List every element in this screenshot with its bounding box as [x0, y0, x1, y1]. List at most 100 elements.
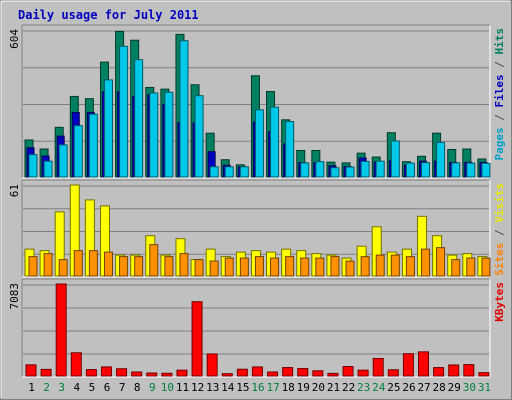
bar-kbytes [448, 364, 460, 377]
x-tick-label: 3 [58, 381, 65, 394]
bar-kbytes [191, 301, 203, 377]
bar-sites [451, 259, 461, 277]
x-tick-label: 15 [236, 381, 249, 394]
bar-sites [224, 257, 234, 277]
bar-kbytes [236, 368, 248, 377]
bar-sites [360, 256, 370, 277]
bar-sites [134, 256, 144, 277]
bar-pages [421, 162, 431, 178]
series-legend: Pages / Files / Hits [493, 28, 506, 161]
x-tick-label: 22 [342, 381, 355, 394]
bar-sites [149, 244, 159, 277]
bar-sites [466, 257, 476, 277]
legend-part-2: / [493, 223, 506, 243]
bar-sites [119, 256, 129, 277]
bar-kbytes [100, 366, 112, 377]
x-tick-label: 2 [43, 381, 50, 394]
bar-kbytes [282, 367, 294, 377]
legend-part-4: / [493, 55, 506, 75]
bar-kbytes [342, 366, 354, 377]
bar-kbytes [387, 369, 399, 377]
bar-pages [179, 40, 189, 178]
x-tick-label: 23 [357, 381, 370, 394]
x-tick-label: 10 [161, 381, 174, 394]
bar-pages [209, 166, 219, 178]
bar-kbytes [161, 372, 173, 377]
x-tick-label: 6 [104, 381, 111, 394]
bar-kbytes [312, 370, 324, 377]
bar-pages [466, 162, 476, 178]
x-tick-label: 1 [28, 381, 35, 394]
bar-pages [481, 162, 491, 178]
bar-pages [345, 166, 355, 178]
bar-kbytes [206, 353, 218, 377]
bar-sites [209, 260, 219, 277]
y-max-label: 61 [8, 184, 21, 197]
y-max-label: 7083 [8, 283, 21, 310]
bar-sites [315, 257, 325, 277]
bar-kbytes [146, 372, 158, 377]
x-tick-label: 5 [89, 381, 96, 394]
bar-kbytes [251, 366, 263, 377]
bar-sites [405, 256, 415, 277]
bar-sites [270, 257, 280, 277]
bar-sites [345, 260, 355, 277]
x-tick-label: 7 [119, 381, 126, 394]
bar-kbytes [70, 352, 82, 377]
bar-sites [194, 259, 204, 277]
bar-kbytes [357, 369, 369, 377]
x-tick-label: 27 [417, 381, 430, 394]
bar-kbytes [297, 367, 309, 377]
bar-sites [239, 257, 249, 277]
bar-sites [103, 251, 113, 277]
bar-pages [28, 154, 38, 178]
legend-part-2: / [493, 108, 506, 128]
x-tick-label: 29 [448, 381, 461, 394]
legend-part-1: Pages [493, 127, 506, 160]
x-tick-label: 9 [149, 381, 156, 394]
x-tick-label: 17 [266, 381, 279, 394]
bar-kbytes [463, 364, 475, 377]
bar-pages [119, 45, 129, 178]
bar-pages [315, 161, 325, 178]
bar-sites [254, 256, 264, 277]
bar-kbytes [433, 367, 445, 377]
bar-pages [375, 160, 385, 178]
bar-pages [330, 167, 340, 178]
x-axis-day-labels: 1 2 3 4 5 6 7 8 9 10 11 12 13 14 15 16 17 18 19 20 21 22 23 24 2… [28, 381, 491, 394]
series-legend: KBytes [493, 282, 506, 322]
x-tick-label: 20 [312, 381, 325, 394]
bar-pages [270, 106, 280, 178]
bar-kbytes [221, 373, 233, 377]
bar-pages [164, 91, 174, 178]
bar-sites [300, 257, 310, 277]
bar-pages [58, 144, 68, 178]
bar-pages [451, 162, 461, 178]
legend-part-3: Files [493, 74, 506, 107]
bar-kbytes [25, 364, 37, 377]
bar-kbytes [131, 371, 143, 377]
bar-sites [330, 256, 340, 277]
plot-area: 604 Pages / Files / Hits 61 Sites / Visits 7… [8, 24, 506, 378]
bar-pages [224, 166, 234, 178]
bar-pages [103, 79, 113, 178]
bar-sites [58, 259, 68, 277]
chart-title: Daily usage for July 2011 [18, 8, 199, 22]
bar-kbytes [176, 369, 188, 377]
bar-pages [390, 140, 400, 178]
bar-kbytes [418, 351, 430, 377]
x-tick-label: 26 [402, 381, 415, 394]
bar-kbytes [55, 283, 67, 377]
bar-sites [390, 254, 400, 277]
x-tick-label: 28 [433, 381, 446, 394]
legend-part-1: Sites [493, 243, 506, 276]
bar-sites [436, 247, 446, 277]
x-tick-label: 16 [251, 381, 264, 394]
panel-3: 7083 KBytes [8, 278, 506, 378]
x-tick-label: 8 [134, 381, 141, 394]
bar-kbytes [372, 357, 384, 377]
bar-pages [134, 59, 144, 178]
bar-sites [375, 254, 385, 277]
bar-sites [164, 256, 174, 277]
bar-kbytes [402, 353, 414, 377]
